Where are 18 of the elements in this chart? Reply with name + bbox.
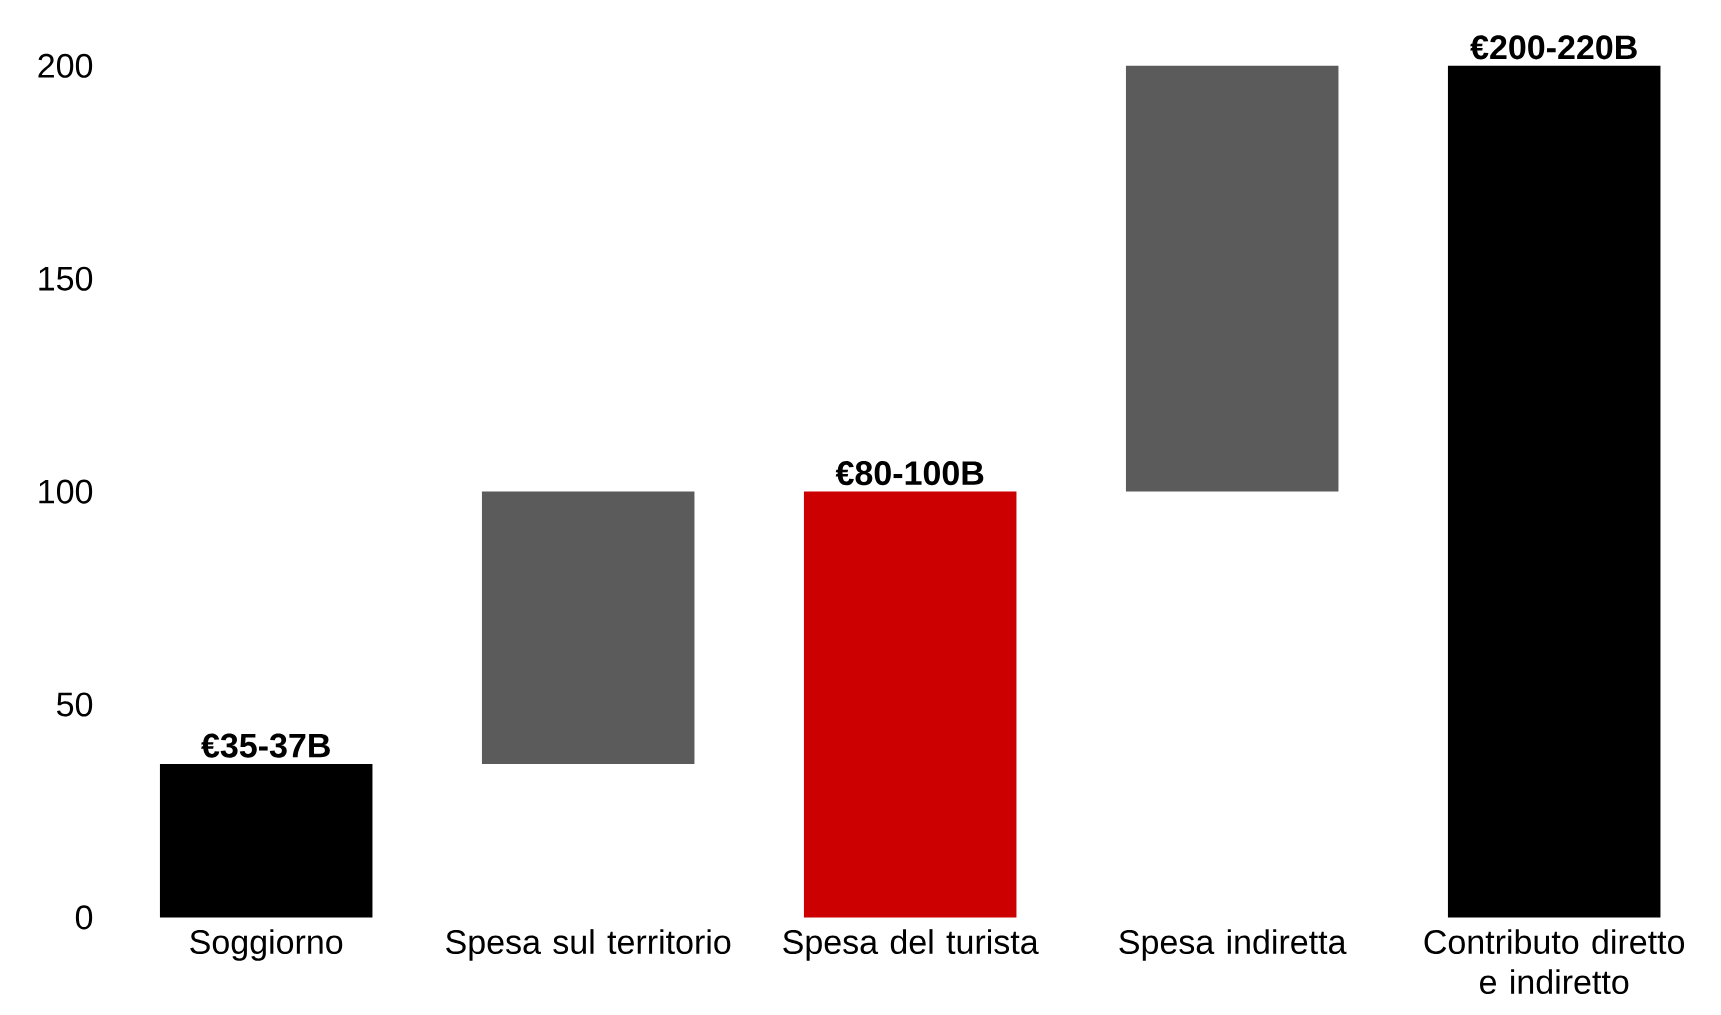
annotation: €35-37B <box>201 733 330 758</box>
y-tick-label: 200 <box>38 53 93 78</box>
x-tick-label: Soggiorno <box>190 929 343 961</box>
bar <box>1447 65 1661 918</box>
x-tick-label: Spesa del turista <box>783 929 1039 961</box>
annotation: €200-220B <box>1470 35 1637 60</box>
bar <box>803 491 1017 918</box>
y-tick-label: 150 <box>39 266 93 291</box>
x-tick-label: Spesa indiretta <box>1119 929 1347 961</box>
y-tick-label: 50 <box>57 692 93 717</box>
bar <box>1125 65 1339 492</box>
y-tick-label: 100 <box>39 479 93 504</box>
y-tick-label: 0 <box>75 905 93 930</box>
x-tick-label: Contributo diretto e indiretto <box>1424 929 1685 995</box>
x-tick-label: Spesa sul territorio <box>446 929 731 961</box>
bar <box>481 491 695 765</box>
bar <box>159 764 373 918</box>
annotation: €80-100B <box>835 461 984 486</box>
